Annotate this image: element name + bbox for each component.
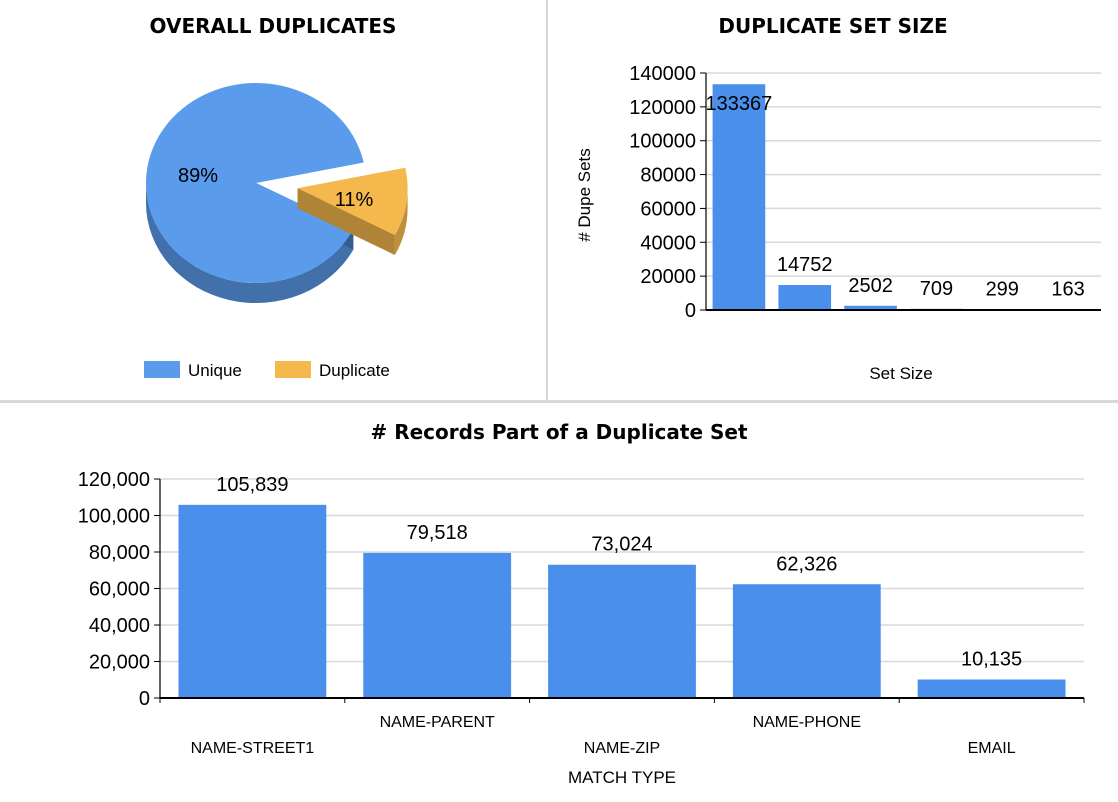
setsize-ytick-label: 120000 (629, 97, 696, 119)
setsize-value-label: 2502 (848, 275, 893, 297)
records-value-label: 62,326 (776, 553, 837, 575)
setsize-ytick-label: 60000 (640, 198, 696, 220)
setsize-value-label: 299 (986, 278, 1019, 300)
setsize-ytick-label: 40000 (640, 232, 696, 254)
records-category-label: NAME-ZIP (584, 740, 660, 757)
records-value-label: 10,135 (961, 649, 1022, 671)
records-value-label: 79,518 (407, 522, 468, 544)
pie-slice-unique (146, 82, 364, 284)
setsize-category-label: 3 (799, 0, 810, 5)
records-ytick-label: 80,000 (89, 542, 150, 564)
overall-duplicates-panel: OVERALL DUPLICATES 89% 11% Unique Duplicate (0, 0, 546, 400)
pie-slice-duplicate (297, 167, 408, 235)
pie-label-unique: 89% (178, 165, 218, 187)
setsize-category-label: 2 (733, 0, 744, 5)
pie-label-duplicate: 11% (335, 189, 374, 211)
vertical-divider (546, 0, 548, 400)
pie-chart-title: OVERALL DUPLICATES (149, 14, 397, 38)
setsize-chart-title: DUPLICATE SET SIZE (718, 14, 948, 38)
records-category-label: NAME-STREET1 (191, 740, 315, 757)
setsize-y-axis-label: # Dupe Sets (575, 148, 594, 242)
records-ytick-label: 0 (139, 688, 150, 710)
setsize-category-label: 7 (1063, 0, 1074, 5)
horizontal-divider (0, 400, 1118, 403)
pie-slice-duplicate-side (394, 188, 408, 255)
setsize-category-label: 6 (997, 0, 1008, 5)
records-bar (732, 584, 881, 698)
records-bar (363, 552, 512, 698)
setsize-ytick-label: 80000 (640, 165, 696, 187)
records-value-label: 105,839 (216, 474, 288, 496)
records-chart-title: # Records Part of a Duplicate Set (370, 420, 748, 444)
setsize-value-label: 14752 (777, 254, 833, 276)
setsize-ytick-label: 100000 (629, 131, 696, 153)
setsize-category-label: 4 (865, 0, 876, 5)
records-bar (548, 564, 696, 698)
records-x-axis-label: MATCH TYPE (568, 768, 676, 787)
setsize-value-label: 163 (1051, 279, 1084, 301)
records-category-label: NAME-PHONE (753, 714, 861, 731)
records-value-label: 73,024 (591, 534, 652, 556)
pie-slice-unique-side (146, 183, 354, 303)
setsize-value-label: 133367 (706, 93, 773, 115)
records-ytick-label: 100,000 (78, 506, 150, 528)
legend-duplicate-swatch (275, 361, 311, 378)
legend-duplicate-label: Duplicate (319, 361, 390, 380)
setsize-bar-chart: 0 20000 40000 60000 80000 100000 120000 140000 1… (575, 0, 1101, 383)
setsize-bar (844, 305, 897, 310)
setsize-x-axis-label: Set Size (869, 364, 932, 383)
records-duplicate-set-panel: # Records Part of a Duplicate Set 0 20,00… (0, 403, 1118, 802)
setsize-bar (712, 84, 766, 310)
setsize-bar (778, 285, 832, 310)
setsize-ytick-label: 0 (685, 300, 696, 322)
records-category-label: EMAIL (968, 740, 1016, 757)
duplicate-set-size-panel: DUPLICATE SET SIZE 0 20000 40000 60000 80000… (548, 0, 1118, 400)
setsize-ytick-label: 140000 (629, 63, 696, 85)
setsize-category-label: 5 (931, 0, 942, 5)
records-ytick-label: 60,000 (89, 579, 150, 601)
records-bar (917, 679, 1066, 698)
setsize-value-label: 709 (920, 278, 953, 300)
records-category-label: NAME-PARENT (380, 714, 495, 731)
records-bar (178, 504, 327, 698)
legend-unique-swatch (144, 361, 180, 378)
records-ytick-label: 40,000 (89, 615, 150, 637)
records-bar-chart: 0 20,000 40,000 60,000 80,000 100,000 120,000 1… (78, 469, 1085, 787)
pie-chart: 89% 11% Unique Duplicate (144, 82, 408, 380)
setsize-ytick-label: 20000 (640, 266, 696, 288)
records-ytick-label: 120,000 (78, 469, 150, 491)
records-ytick-label: 20,000 (89, 652, 150, 674)
pie-slice-duplicate-wall-end (297, 188, 395, 255)
legend-unique-label: Unique (188, 361, 242, 380)
